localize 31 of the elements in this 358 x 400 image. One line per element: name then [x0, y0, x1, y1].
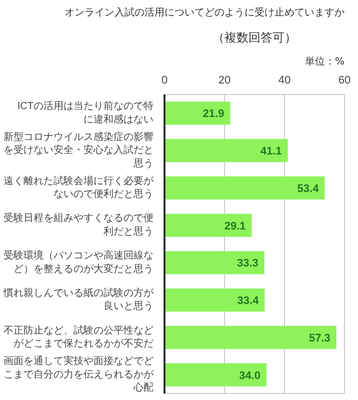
x-tick-label: 40: [278, 74, 291, 86]
data-label: 34.0: [239, 370, 261, 382]
y-tick-label: 受験環境（パソコンや高速回線など）を整えるのが大変だと思う: [4, 250, 154, 275]
data-label: 33.3: [236, 258, 258, 270]
bar: [164, 102, 230, 125]
data-label: 41.1: [260, 146, 282, 158]
y-tick-label: 慣れ親しんでいる紙の試験の方が良いと思う: [2, 286, 154, 312]
bar: [164, 363, 266, 386]
bar: [164, 176, 325, 200]
y-tick-label: 遠く離れた試験会場に行く必要がないので便利だと思う: [4, 174, 154, 200]
bar: [164, 326, 336, 350]
data-label: 21.9: [202, 108, 224, 120]
data-label: 29.1: [224, 220, 246, 232]
x-tick-label: 20: [218, 74, 231, 86]
y-tick-label: ICTの活用は当たり前なので特に違和感はない: [17, 100, 154, 126]
bar: [164, 251, 264, 274]
data-label: 57.3: [308, 332, 330, 344]
chart-subtitle: （複数回答可）: [212, 30, 296, 44]
bar: [164, 214, 252, 237]
data-label: 53.4: [297, 182, 320, 195]
bar: [164, 138, 288, 162]
y-tick-label: 受験日程を組みやすくなるので便利だと思う: [4, 212, 154, 238]
y-tick-label: 画面を通して実技や面接などでどこまで自分の力を伝えられるかが心配: [4, 355, 154, 394]
data-label: 33.4: [237, 295, 260, 308]
x-tick-label: 0: [161, 74, 168, 86]
text: 単位：%: [305, 56, 345, 68]
y-tick-label: 不正防止など、試験の公平性などがどこまで保たれるかが不安だ: [4, 324, 154, 350]
chart-title: オンライン入試の活用についてどのように受け止めていますか: [64, 6, 344, 18]
bar: [164, 288, 265, 312]
y-tick-label: 新型コロナウイルス感染症の影響を受けない安全・安心な入試だと思う: [4, 130, 154, 170]
x-tick-label: 60: [338, 74, 351, 86]
